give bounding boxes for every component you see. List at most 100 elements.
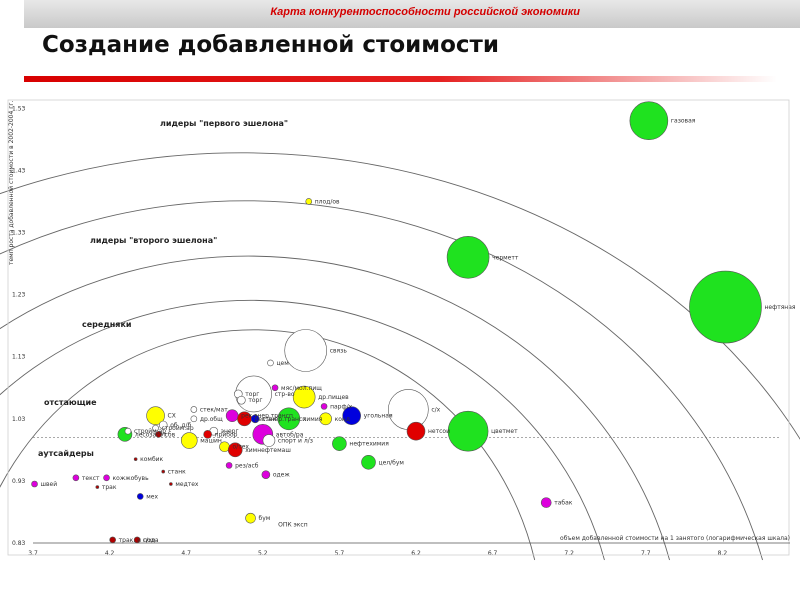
data-point-label: с/х (431, 406, 440, 413)
x-tick-label: 6.7 (488, 550, 498, 557)
data-point-label: бум (259, 515, 271, 522)
data-point (271, 384, 279, 392)
data-point (169, 482, 173, 486)
data-point (146, 406, 165, 425)
data-point-label: парф/х (330, 403, 353, 410)
data-point-label: рез/асб (235, 462, 259, 469)
data-point-label: цем (276, 360, 288, 367)
zone-arc-3 (0, 299, 605, 561)
data-point-label: торг (248, 397, 262, 404)
data-point (689, 270, 762, 344)
data-point-label: медтех (175, 481, 199, 488)
data-point-label: текст (82, 475, 100, 482)
x-tick-label: 4.2 (105, 550, 115, 557)
data-point-label: нетсои (428, 428, 450, 435)
y-tick-label: 1.23 (12, 292, 26, 299)
data-point (305, 198, 313, 205)
data-point (225, 462, 233, 469)
y-tick-label: 0.83 (12, 540, 26, 547)
data-point (245, 512, 256, 524)
data-point-label: угольная (364, 413, 393, 420)
data-point-label: СХ (168, 413, 176, 420)
data-point-label: одеж (273, 472, 291, 479)
zone-label: середняки (82, 320, 131, 329)
data-point (31, 480, 38, 488)
data-point-label: конд (335, 416, 350, 423)
data-point (342, 406, 361, 425)
y-tick-label: 1.53 (12, 105, 26, 112)
data-point-label: спорт и л/з (278, 438, 313, 445)
x-tick-label: 7.7 (641, 550, 651, 557)
data-point-label: мяс/мол.пищ (281, 385, 322, 392)
data-point-label: цветмет (491, 428, 518, 435)
data-point (320, 403, 328, 410)
data-point-label: нефтехимия (349, 441, 389, 448)
y-tick-label: 1.03 (12, 416, 26, 423)
data-point-label: энерг (221, 428, 239, 435)
data-point (447, 410, 489, 452)
banner-title: Карта конкурентоспособности российской э… (270, 6, 580, 18)
x-tick-label: 5.2 (258, 550, 268, 557)
data-point-label: кожжобувь (113, 475, 150, 482)
data-point-label: связь (330, 347, 348, 354)
data-point-label: ОПК эксп (278, 521, 308, 528)
data-point (227, 442, 243, 458)
data-point (158, 420, 168, 430)
data-point-label: станк (168, 469, 186, 476)
zone-label: аутсайдеры (38, 449, 94, 458)
data-point (237, 395, 246, 405)
data-point-label: черметт (492, 254, 519, 261)
x-axis-label: объем добавленной стоимости на 1 занятог… (560, 535, 790, 542)
data-point (190, 406, 198, 413)
data-point (446, 236, 490, 279)
data-point-label: рек.энер.трансп (254, 416, 306, 423)
data-point-label: стек (262, 416, 276, 423)
data-point-label: табак (554, 500, 573, 507)
data-point (277, 407, 301, 431)
zone-arc-0 (0, 152, 800, 440)
chart: лидеры "первого эшелона" лидеры "второго … (0, 99, 800, 561)
zone-arc-1 (0, 200, 763, 561)
x-tick-label: 7.2 (564, 550, 574, 557)
y-tick-label: 1.33 (12, 230, 26, 237)
data-point-label: стройм.ар (162, 425, 194, 432)
data-point-label: прибор (215, 431, 238, 438)
x-tick-label: 3.7 (28, 550, 38, 557)
zone-arc-4 (0, 329, 536, 561)
data-point (124, 427, 132, 435)
axis-labels: объем добавленной стоимости на 1 занятог… (7, 99, 790, 556)
data-point-label: химия (303, 416, 323, 423)
data-point (103, 474, 110, 482)
data-point (540, 497, 552, 508)
data-point-label: об. д/б (170, 422, 191, 429)
zone-label: отстающие (44, 398, 97, 407)
top-banner: Карта конкурентоспособности российской э… (24, 0, 800, 28)
zone-labels: лидеры "первого эшелона" лидеры "второго … (38, 119, 288, 458)
point-labels: газовая нефтяная черметт цветмет плод/ов связ… (41, 118, 796, 544)
data-point-label: мех (146, 493, 158, 500)
data-point (203, 430, 212, 439)
data-point (95, 485, 100, 489)
data-point (72, 474, 80, 482)
data-point (332, 436, 347, 451)
data-point (180, 432, 198, 449)
data-point-label: лесозагот (135, 431, 167, 438)
data-point-label: автоб/ра (276, 431, 304, 438)
data-point-label: швей (41, 481, 58, 488)
data-point-label: стройм.ар (134, 428, 166, 435)
data-point (406, 421, 426, 441)
data-point-label: др.общ (200, 416, 223, 423)
zone-arc-2 (0, 255, 670, 561)
data-point-label: плод/ов (315, 198, 340, 205)
y-tick-label: 1.43 (12, 167, 26, 174)
zone-arcs (0, 152, 800, 561)
page-title: Создание добавленной стоимости (42, 32, 499, 58)
y-axis-label: темп роста добавленной стоимости в 2002-… (8, 100, 15, 265)
data-point (190, 415, 198, 423)
data-points (31, 101, 762, 544)
data-point (250, 414, 260, 424)
title-underline (24, 76, 777, 82)
data-point (267, 359, 274, 367)
data-point-label: машин (200, 438, 222, 445)
data-point (319, 412, 332, 426)
